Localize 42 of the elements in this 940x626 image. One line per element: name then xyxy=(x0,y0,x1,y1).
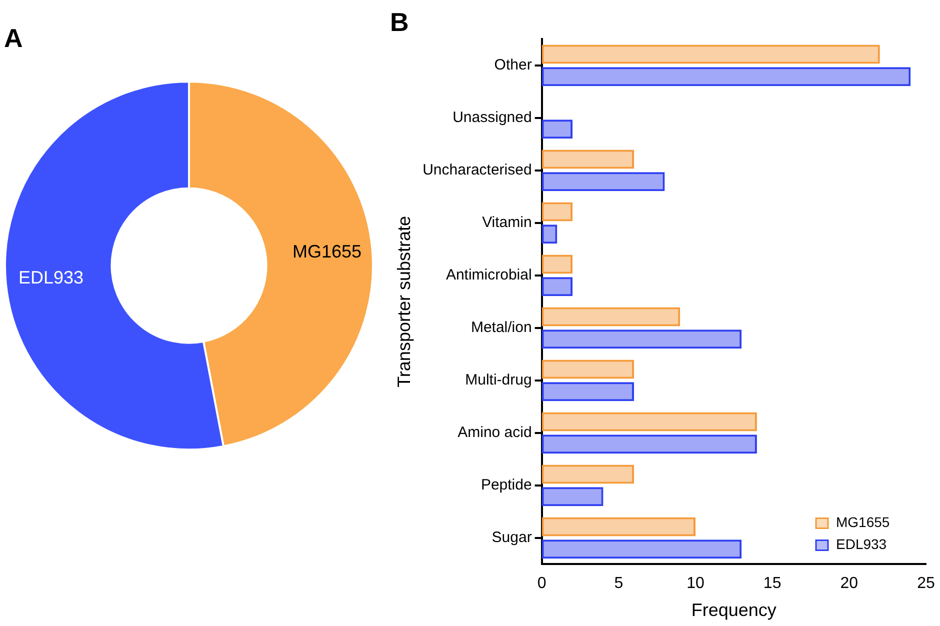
chart-title: A xyxy=(4,22,23,53)
slice-label: MG1655 xyxy=(292,242,362,262)
y-tick-label: Unassigned xyxy=(452,109,532,126)
bar xyxy=(542,172,665,192)
y-tick-label: Antimicrobial xyxy=(446,266,532,284)
y-tick-label: Multi-drug xyxy=(465,372,532,389)
legend-label: EDL933 xyxy=(836,536,887,552)
y-tick-label: Other xyxy=(494,56,532,74)
bar xyxy=(542,382,634,402)
y-tick-label: Vitamin xyxy=(482,214,532,232)
x-tick-label: 15 xyxy=(763,575,782,592)
slice-label: EDL933 xyxy=(18,268,84,288)
y-tick-label: Metal/ion xyxy=(470,319,532,336)
bar xyxy=(542,307,680,326)
bar xyxy=(542,202,573,222)
y-tick-label: Peptide xyxy=(480,476,532,494)
bar xyxy=(542,487,604,506)
bar xyxy=(542,464,634,484)
y-tick-label: Sugar xyxy=(492,529,532,546)
y-axis-title: Transporter substrate xyxy=(394,216,414,388)
bar xyxy=(542,330,742,349)
bar xyxy=(542,67,911,86)
y-tick-label: Uncharacterised xyxy=(422,162,532,179)
bar xyxy=(542,540,742,559)
x-axis-title: Frequency xyxy=(691,600,776,620)
x-tick-label: 20 xyxy=(840,575,858,592)
x-tick-label: 5 xyxy=(614,575,624,592)
legend-label: MG1655 xyxy=(836,514,890,530)
bar xyxy=(542,517,696,536)
x-tick-label: 0 xyxy=(537,575,546,592)
bar xyxy=(542,360,634,379)
y-tick-label: Amino acid xyxy=(458,424,532,442)
bar xyxy=(542,44,880,64)
bar xyxy=(542,277,573,296)
bar xyxy=(542,120,573,139)
bar xyxy=(542,434,757,454)
bar xyxy=(542,412,757,432)
bar xyxy=(542,254,573,274)
x-tick-label: 25 xyxy=(917,575,935,592)
bar xyxy=(542,150,634,169)
chart-title: B xyxy=(390,6,409,37)
x-tick-label: 10 xyxy=(686,575,704,592)
